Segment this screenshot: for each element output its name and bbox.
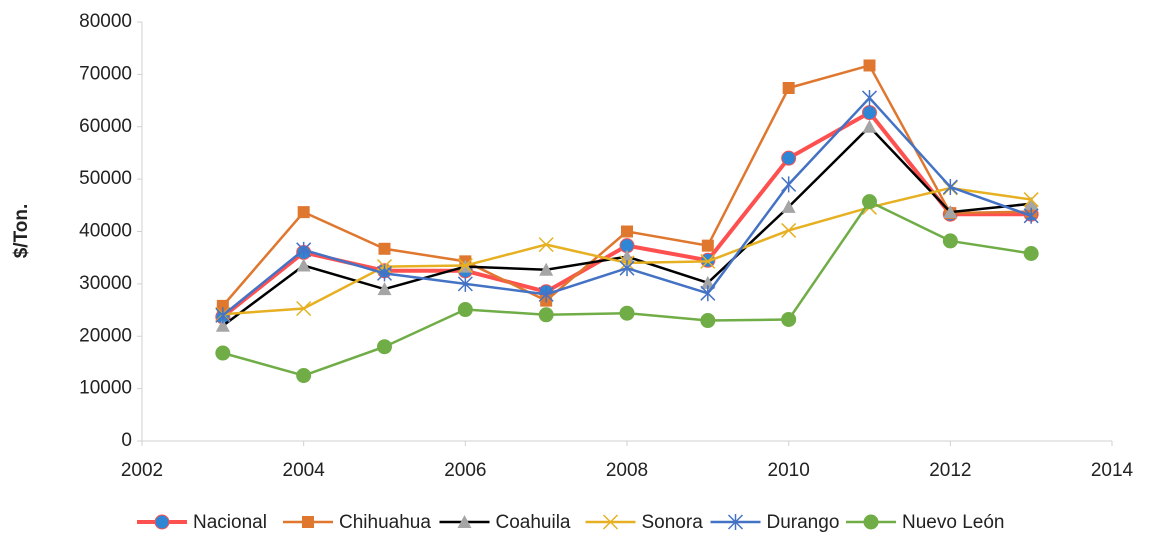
x-tick-label: 2006 [444,460,486,481]
legend-item: Chihuahua [283,512,431,533]
point [942,233,958,249]
point [378,242,391,255]
y-tick-label: 30000 [79,273,132,294]
point [781,222,797,238]
point [862,105,877,121]
legend-marker [457,515,472,528]
legend-label: Nacional [193,512,267,533]
point [457,275,473,292]
point [1023,207,1039,224]
legend-item: Durango [710,512,840,533]
y-axis-label: $/Ton. [11,204,32,259]
point [781,150,797,166]
legend-marker [863,514,879,530]
legend-marker [727,514,744,530]
point [862,119,877,133]
point [863,59,876,72]
point [377,282,392,296]
y-tick-label: 80000 [79,11,132,32]
x-tick-label: 2002 [121,460,163,481]
point [781,311,797,327]
legend-item: Nacional [137,512,267,533]
point [296,258,311,272]
point [619,260,635,277]
point [296,300,312,317]
legend-marker [602,514,619,530]
point [781,176,797,193]
y-tick-label: 50000 [79,168,132,189]
point [377,339,392,355]
point [862,194,877,210]
point [1023,192,1039,208]
legend-label: Nuevo León [902,512,1004,533]
point [215,307,231,324]
x-tick-label: 2008 [606,460,648,481]
point [538,286,554,303]
legend-label: Sonora [642,512,704,533]
y-tick-label: 0 [121,430,132,451]
y-tick-label: 10000 [79,378,132,399]
point [782,81,795,94]
x-tick-label: 2012 [929,460,971,481]
point [700,275,715,289]
point [215,345,231,361]
point [538,307,554,323]
point [457,258,473,274]
series [215,194,1039,384]
point [861,89,878,106]
y-tick-label: 40000 [79,221,132,242]
point [781,199,796,213]
point [296,368,312,384]
point [1023,245,1039,261]
point [1024,196,1039,210]
point [619,305,635,321]
point [700,253,716,269]
point [457,302,473,318]
point [942,178,958,195]
legend-label: Durango [767,512,840,533]
legend-marker [154,514,170,530]
legend-label: Coahuila [496,512,571,533]
x-tick-label: 2010 [768,460,810,481]
point [701,239,714,252]
point [621,225,633,238]
x-tick-label: 2004 [283,460,326,481]
legend-item: Nuevo León [846,512,1004,533]
y-tick-label: 20000 [79,325,132,346]
series-line [222,96,1032,317]
legend-item: Sonora [585,512,704,533]
point [700,313,716,329]
point [297,206,310,219]
point [700,285,716,302]
point [943,205,958,219]
point [215,318,230,332]
legend-label: Chihuahua [339,512,431,533]
y-tick-label: 70000 [79,63,132,84]
point [539,262,554,276]
point [538,237,554,253]
legend-marker [302,516,314,528]
point [376,265,393,282]
x-tick-label: 2014 [1091,460,1134,481]
legend-item: Coahuila [439,512,571,533]
point [216,299,229,312]
y-tick-label: 60000 [79,116,132,137]
series [215,89,1039,324]
point [296,241,312,258]
